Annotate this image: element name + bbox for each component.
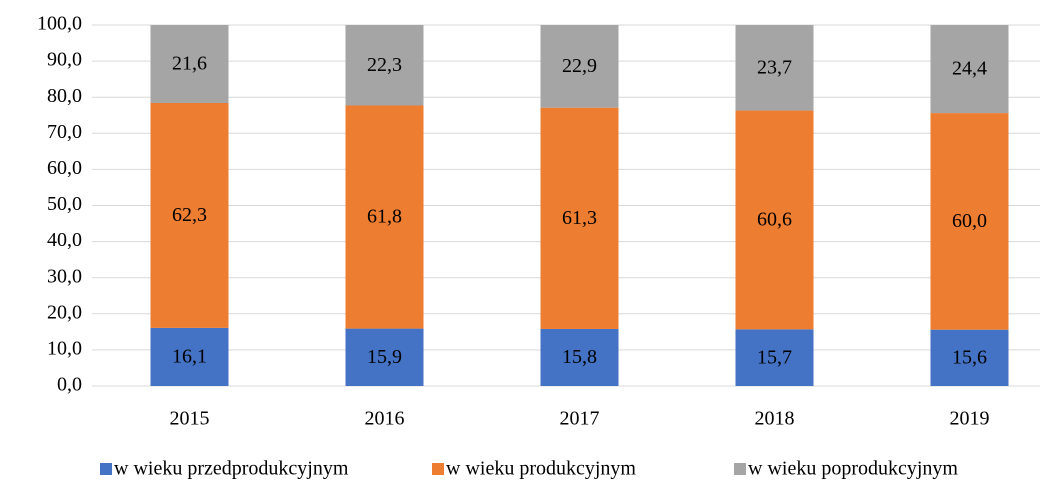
- bar-segment: [150, 102, 229, 328]
- data-label: 62,3: [172, 204, 207, 226]
- bar-segment: [540, 328, 619, 386]
- data-label: 24,4: [952, 58, 987, 80]
- y-tick-label: 50,0: [47, 193, 82, 215]
- bar-segment: [150, 327, 229, 386]
- data-label: 23,7: [757, 56, 792, 78]
- y-tick-label: 100,0: [37, 13, 82, 35]
- bar-segment: [930, 329, 1009, 386]
- bar-segment: [735, 25, 814, 111]
- bar-segment: [150, 25, 229, 103]
- data-label: 21,6: [172, 53, 207, 75]
- y-tick-label: 60,0: [47, 157, 82, 179]
- legend-label: w wieku poprodukcyjnym: [748, 458, 958, 480]
- bar-segment: [735, 110, 814, 330]
- legend-label: w wieku przedprodukcyjnym: [114, 458, 349, 480]
- bar-segment: [345, 328, 424, 386]
- y-tick-label: 0,0: [57, 374, 82, 396]
- bar-segment: [540, 107, 619, 329]
- bar-segment: [735, 329, 814, 386]
- bar-segment: [930, 25, 1009, 114]
- data-label: 61,3: [562, 207, 597, 229]
- bar-segment: [930, 113, 1009, 330]
- bar-segment: [345, 105, 424, 329]
- x-tick-label: 2016: [365, 408, 405, 430]
- legend-swatch: [100, 463, 112, 475]
- x-tick-label: 2019: [950, 408, 990, 430]
- y-tick-label: 30,0: [47, 265, 82, 287]
- data-label: 60,6: [757, 209, 792, 231]
- x-tick-label: 2017: [560, 408, 600, 430]
- bar-segment: [540, 25, 619, 108]
- data-label: 15,8: [562, 346, 597, 368]
- x-tick-label: 2015: [170, 408, 210, 430]
- data-label: 15,7: [757, 346, 792, 368]
- data-label: 60,0: [952, 210, 987, 232]
- data-label: 22,9: [562, 55, 597, 77]
- data-label: 15,9: [367, 346, 402, 368]
- legend-label: w wieku produkcyjnym: [446, 458, 636, 480]
- y-tick-label: 20,0: [47, 301, 82, 323]
- data-label: 15,6: [952, 346, 987, 368]
- legend-swatch: [734, 463, 746, 475]
- legend-swatch: [432, 463, 444, 475]
- y-tick-label: 80,0: [47, 85, 82, 107]
- data-label: 61,8: [367, 206, 402, 228]
- y-tick-label: 40,0: [47, 229, 82, 251]
- x-tick-label: 2018: [755, 408, 795, 430]
- y-tick-label: 10,0: [47, 337, 82, 359]
- data-label: 16,1: [172, 346, 207, 368]
- bar-segment: [345, 25, 424, 106]
- y-tick-label: 90,0: [47, 49, 82, 71]
- y-tick-label: 70,0: [47, 121, 82, 143]
- data-label: 22,3: [367, 54, 402, 76]
